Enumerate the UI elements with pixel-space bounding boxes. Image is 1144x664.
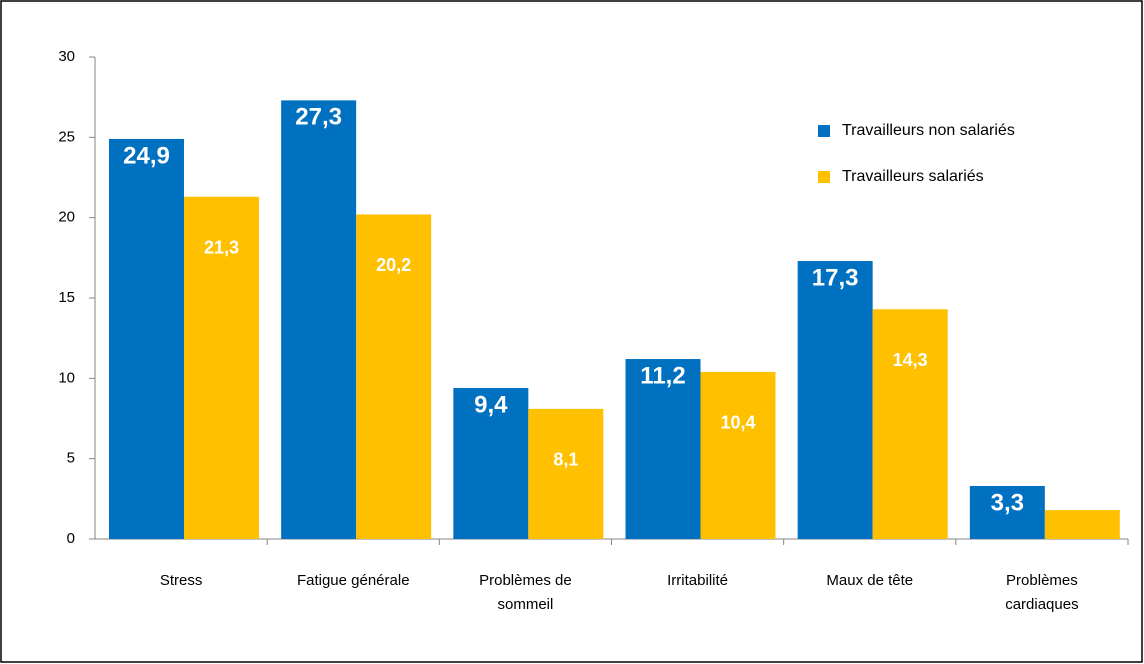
bar <box>528 408 604 539</box>
bar <box>625 359 701 539</box>
x-tick-label: Maux de tête <box>826 572 914 589</box>
data-label: 17,3 <box>812 264 859 291</box>
x-tick-label: Fatigue générale <box>296 572 410 589</box>
bar <box>453 387 529 539</box>
data-label: 3,3 <box>991 489 1024 516</box>
data-label: 14,3 <box>893 350 928 370</box>
legend-label: Travailleurs salariés <box>842 168 984 185</box>
data-label: 24,9 <box>123 142 170 169</box>
data-label: 21,3 <box>204 238 239 258</box>
bar <box>109 138 184 539</box>
data-label: 8,1 <box>553 450 578 470</box>
y-tick-label: 20 <box>58 209 75 226</box>
x-tick-label: Problèmes cardiaques <box>1005 572 1079 613</box>
y-tick-label: 5 <box>67 450 75 467</box>
y-tick-label: 25 <box>58 128 75 145</box>
data-label: 20,2 <box>376 255 411 275</box>
bar <box>797 261 873 539</box>
bar <box>969 485 1045 539</box>
legend-label: Travailleurs non salariés <box>842 122 1015 139</box>
data-label: 27,3 <box>295 104 342 131</box>
bar <box>700 371 776 539</box>
legend-swatch <box>818 125 830 137</box>
x-tick-label: Irritabilité <box>667 572 728 589</box>
legend-swatch <box>818 171 830 183</box>
data-label: 10,4 <box>720 413 755 433</box>
y-tick-label: 30 <box>58 48 75 65</box>
y-tick-label: 10 <box>58 369 75 386</box>
y-tick-label: 15 <box>58 289 75 306</box>
bar <box>356 214 432 539</box>
bar <box>872 309 948 539</box>
data-label: 11,2 <box>640 362 685 389</box>
y-tick-label: 0 <box>67 530 75 547</box>
bar <box>1044 510 1120 539</box>
x-tick-label: Problèmes de sommeil <box>479 572 572 613</box>
x-tick-label: Stress <box>159 572 203 589</box>
bar <box>281 100 357 539</box>
data-label: 1,8 <box>1070 537 1095 557</box>
bar <box>184 196 259 539</box>
data-label: 9,4 <box>474 391 508 418</box>
